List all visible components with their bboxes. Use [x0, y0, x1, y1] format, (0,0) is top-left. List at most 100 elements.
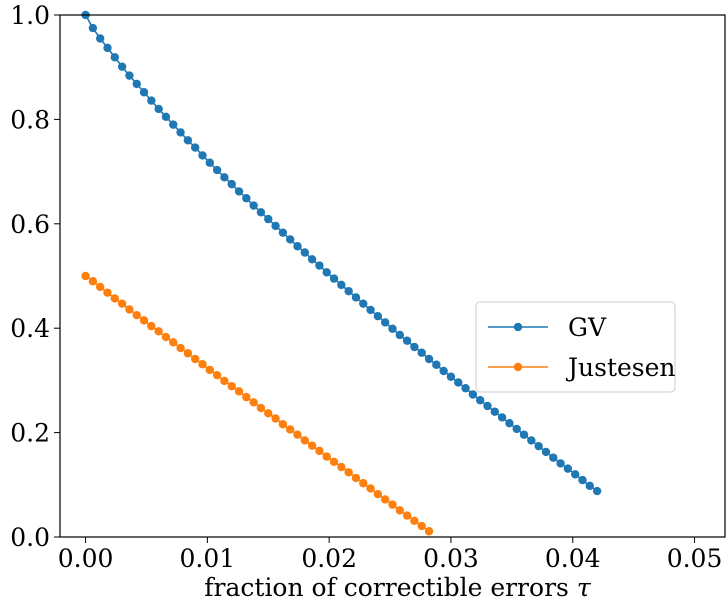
data-point	[190, 354, 200, 364]
data-point	[315, 261, 324, 270]
data-point	[570, 470, 580, 479]
data-point	[424, 354, 434, 364]
data-point	[512, 424, 521, 434]
data-point	[190, 143, 200, 152]
data-point	[585, 481, 595, 491]
data-point	[395, 506, 405, 515]
x-tick-label: 0.03	[423, 544, 479, 573]
data-point	[307, 441, 317, 450]
data-point	[454, 378, 463, 387]
data-point	[329, 274, 339, 283]
x-axis: 0.00 0.01 0.02 0.03 0.04 0.05	[58, 537, 722, 573]
data-point	[410, 516, 419, 526]
data-point	[439, 366, 448, 376]
y-tick-label: 0.8	[10, 105, 50, 134]
data-point	[490, 407, 500, 416]
data-point	[563, 464, 573, 473]
data-point	[249, 398, 258, 407]
data-point	[227, 179, 236, 189]
data-point	[402, 336, 412, 345]
y-tick-label: 0.2	[10, 419, 50, 448]
data-point	[147, 321, 156, 331]
data-point	[519, 430, 529, 439]
x-axis-title-symbol: τ	[577, 573, 592, 602]
legend-item: Justesen	[488, 353, 676, 382]
legend-item: GV	[488, 313, 607, 342]
data-point	[549, 453, 558, 462]
data-point	[176, 343, 185, 353]
x-tick-label: 0.04	[545, 544, 601, 573]
data-point	[264, 409, 273, 418]
data-point	[446, 372, 456, 381]
legend-label: GV	[568, 313, 607, 342]
data-point	[161, 112, 171, 121]
data-point	[176, 128, 185, 137]
data-point	[125, 71, 134, 80]
y-tick-label: 0.6	[10, 210, 50, 239]
data-point	[475, 396, 485, 405]
data-point	[81, 271, 90, 281]
data-point	[527, 436, 536, 445]
data-point	[285, 425, 295, 434]
data-point	[344, 468, 353, 477]
data-point	[103, 43, 112, 53]
plot-frame	[59, 14, 726, 538]
data-point	[278, 420, 288, 429]
data-point	[205, 365, 215, 375]
data-point	[88, 277, 98, 286]
y-axis: 0.0 0.2 0.4 0.6 0.8 1.0	[10, 1, 60, 552]
data-point	[117, 62, 127, 71]
data-point	[366, 305, 375, 315]
legend: GV Justesen	[475, 301, 676, 393]
data-point	[256, 403, 266, 413]
data-point	[242, 194, 251, 203]
x-tick-label: 0.00	[58, 544, 114, 573]
data-point	[461, 384, 470, 393]
data-point	[285, 235, 295, 244]
data-point	[183, 349, 193, 358]
data-point	[410, 342, 419, 352]
data-point	[505, 419, 514, 428]
data-point	[264, 214, 273, 224]
data-point	[220, 376, 229, 386]
data-point	[227, 381, 236, 391]
series-layer	[81, 10, 602, 536]
x-axis-title: fraction of correctible errors τ	[204, 573, 592, 602]
data-point	[380, 495, 390, 504]
data-point	[534, 441, 543, 451]
data-point	[373, 489, 383, 499]
data-point	[337, 462, 346, 472]
data-point	[366, 484, 375, 493]
data-point	[139, 88, 149, 97]
data-point	[373, 311, 383, 321]
data-point	[388, 324, 397, 333]
data-point	[344, 286, 353, 296]
data-point	[497, 413, 507, 422]
data-point	[154, 104, 163, 114]
data-point	[183, 136, 193, 145]
data-point	[380, 318, 390, 327]
data-point	[198, 360, 207, 369]
data-point	[117, 299, 127, 308]
data-point	[278, 228, 288, 237]
x-tick-label: 0.02	[301, 544, 357, 573]
data-point	[103, 288, 112, 297]
data-point	[198, 151, 207, 160]
data-point	[212, 165, 222, 175]
data-point	[139, 316, 149, 325]
data-point	[169, 120, 178, 129]
data-point	[300, 248, 310, 257]
y-tick-label: 1.0	[10, 1, 50, 30]
data-point	[417, 348, 426, 357]
data-point	[337, 280, 346, 290]
data-point	[424, 527, 434, 536]
data-point	[212, 370, 222, 380]
data-point	[432, 360, 441, 369]
data-point	[483, 401, 492, 411]
data-point	[147, 96, 156, 105]
legend-marker	[513, 362, 523, 372]
data-point	[132, 310, 141, 320]
legend-marker	[513, 322, 523, 332]
